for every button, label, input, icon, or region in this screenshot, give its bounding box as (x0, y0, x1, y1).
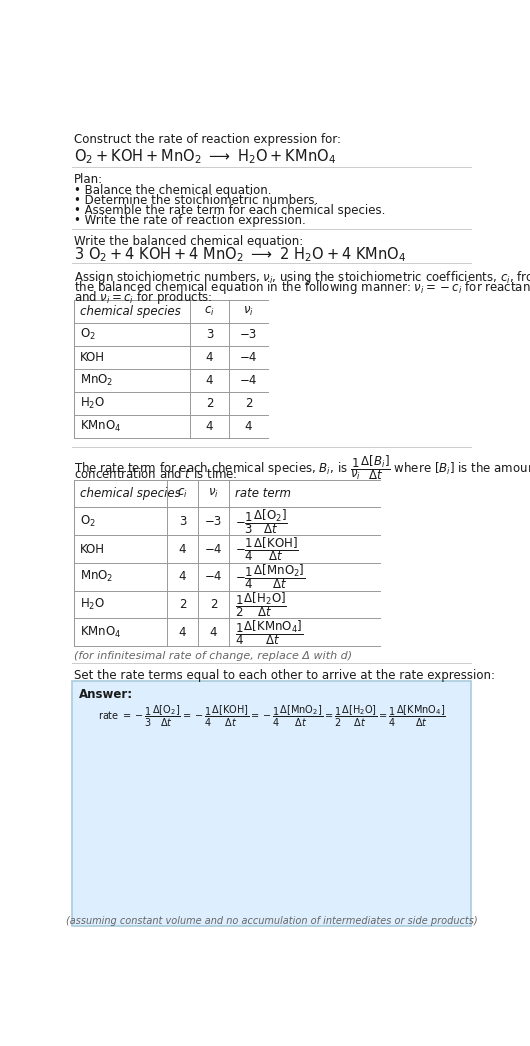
Text: 3: 3 (179, 515, 186, 528)
Text: Set the rate terms equal to each other to arrive at the rate expression:: Set the rate terms equal to each other t… (74, 669, 495, 682)
Text: $\mathrm{H_2O}$: $\mathrm{H_2O}$ (80, 396, 105, 411)
Text: −3: −3 (240, 327, 257, 341)
Text: $\mathrm{O_2}$: $\mathrm{O_2}$ (80, 514, 96, 529)
Text: rate term: rate term (235, 487, 291, 500)
Text: 4: 4 (245, 420, 252, 433)
Text: $-\dfrac{1}{4}\dfrac{\Delta[\mathrm{MnO_2}]}{\Delta t}$: $-\dfrac{1}{4}\dfrac{\Delta[\mathrm{MnO_… (235, 563, 306, 591)
Text: (assuming constant volume and no accumulation of intermediates or side products): (assuming constant volume and no accumul… (66, 915, 478, 926)
Text: $\mathrm{3\ O_2 + 4\ KOH + 4\ MnO_2 \ \longrightarrow \ 2\ H_2O + 4\ KMnO_4}$: $\mathrm{3\ O_2 + 4\ KOH + 4\ MnO_2 \ \l… (74, 246, 406, 265)
Text: −4: −4 (240, 350, 257, 364)
Text: KOH: KOH (80, 543, 105, 555)
Text: $-\dfrac{1}{3}\dfrac{\Delta[\mathrm{O_2}]}{\Delta t}$: $-\dfrac{1}{3}\dfrac{\Delta[\mathrm{O_2}… (235, 507, 288, 536)
Text: The rate term for each chemical species, $B_i$, is $\dfrac{1}{\nu_i}\dfrac{\Delt: The rate term for each chemical species,… (74, 454, 530, 482)
Text: $\mathrm{MnO_2}$: $\mathrm{MnO_2}$ (80, 569, 113, 585)
Text: • Write the rate of reaction expression.: • Write the rate of reaction expression. (74, 214, 306, 227)
Text: • Determine the stoichiometric numbers.: • Determine the stoichiometric numbers. (74, 195, 318, 207)
Text: 4: 4 (206, 350, 214, 364)
Text: concentration and $t$ is time:: concentration and $t$ is time: (74, 467, 237, 480)
Text: $\mathrm{O_2}$: $\mathrm{O_2}$ (80, 326, 96, 342)
Text: $\mathrm{KMnO_4}$: $\mathrm{KMnO_4}$ (80, 624, 121, 640)
Text: $\nu_i$: $\nu_i$ (243, 304, 254, 318)
Text: Assign stoichiometric numbers, $\nu_i$, using the stoichiometric coefficients, $: Assign stoichiometric numbers, $\nu_i$, … (74, 269, 530, 286)
Text: 3: 3 (206, 327, 213, 341)
FancyBboxPatch shape (73, 681, 471, 927)
Text: • Balance the chemical equation.: • Balance the chemical equation. (74, 184, 271, 197)
Text: Answer:: Answer: (78, 687, 133, 701)
Text: 2: 2 (210, 598, 217, 611)
Text: 4: 4 (206, 373, 214, 387)
Text: 2: 2 (179, 598, 186, 611)
Text: chemical species: chemical species (80, 487, 181, 500)
Text: and $\nu_i = c_i$ for products:: and $\nu_i = c_i$ for products: (74, 289, 213, 305)
Text: 4: 4 (179, 543, 186, 555)
Text: $\dfrac{1}{2}\dfrac{\Delta[\mathrm{H_2O}]}{\Delta t}$: $\dfrac{1}{2}\dfrac{\Delta[\mathrm{H_2O}… (235, 590, 287, 619)
Text: chemical species: chemical species (80, 304, 181, 318)
Text: $c_i$: $c_i$ (204, 304, 215, 318)
Text: $c_i$: $c_i$ (177, 487, 188, 500)
Text: $-\dfrac{1}{4}\dfrac{\Delta[\mathrm{KOH}]}{\Delta t}$: $-\dfrac{1}{4}\dfrac{\Delta[\mathrm{KOH}… (235, 536, 299, 563)
Text: $\mathrm{KMnO_4}$: $\mathrm{KMnO_4}$ (80, 419, 121, 434)
Text: Plan:: Plan: (74, 174, 103, 186)
Text: 4: 4 (179, 570, 186, 584)
Text: −4: −4 (205, 570, 222, 584)
Text: −4: −4 (205, 543, 222, 555)
Text: $\mathrm{O_2 + KOH + MnO_2 \ \longrightarrow \ H_2O + KMnO_4}$: $\mathrm{O_2 + KOH + MnO_2 \ \longrighta… (74, 147, 336, 165)
Text: $\dfrac{1}{4}\dfrac{\Delta[\mathrm{KMnO_4}]}{\Delta t}$: $\dfrac{1}{4}\dfrac{\Delta[\mathrm{KMnO_… (235, 618, 304, 646)
Text: 2: 2 (206, 397, 214, 410)
Text: $\mathrm{H_2O}$: $\mathrm{H_2O}$ (80, 597, 105, 612)
Text: • Assemble the rate term for each chemical species.: • Assemble the rate term for each chemic… (74, 204, 385, 218)
Text: 2: 2 (245, 397, 252, 410)
Text: −4: −4 (240, 373, 257, 387)
Text: −3: −3 (205, 515, 222, 528)
Text: $\nu_i$: $\nu_i$ (208, 487, 219, 500)
Text: the balanced chemical equation in the following manner: $\nu_i = -c_i$ for react: the balanced chemical equation in the fo… (74, 278, 530, 296)
Text: (for infinitesimal rate of change, replace Δ with d): (for infinitesimal rate of change, repla… (74, 651, 352, 661)
Text: rate $= -\dfrac{1}{3}\dfrac{\Delta[\mathrm{O_2}]}{\Delta t}= -\dfrac{1}{4}\dfrac: rate $= -\dfrac{1}{3}\dfrac{\Delta[\math… (98, 704, 446, 729)
Text: 4: 4 (206, 420, 214, 433)
Text: Write the balanced chemical equation:: Write the balanced chemical equation: (74, 235, 303, 248)
Text: 4: 4 (210, 626, 217, 639)
Text: 4: 4 (179, 626, 186, 639)
Text: KOH: KOH (80, 350, 105, 364)
Text: Construct the rate of reaction expression for:: Construct the rate of reaction expressio… (74, 133, 341, 146)
Text: $\mathrm{MnO_2}$: $\mathrm{MnO_2}$ (80, 372, 113, 388)
